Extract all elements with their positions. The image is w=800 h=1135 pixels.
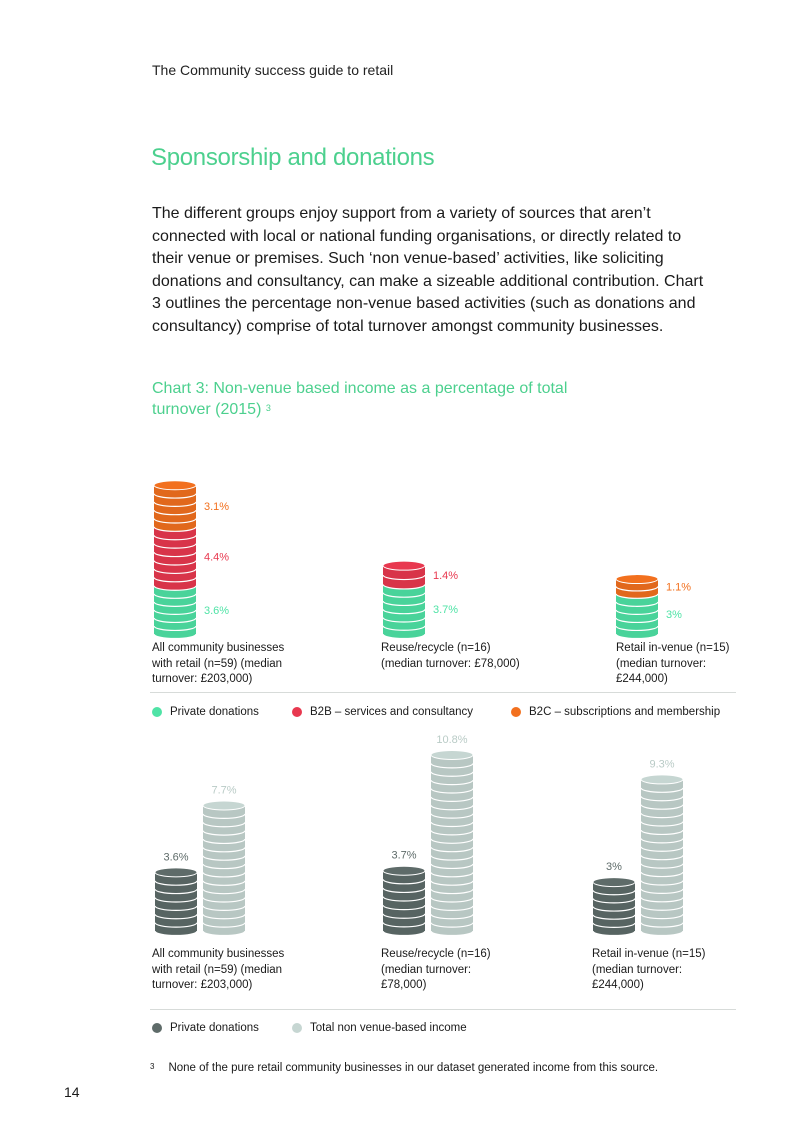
chart2-group-label-1: Reuse/recycle (n=16) (median turnover: £… — [381, 948, 491, 991]
chart2-bar-2-series-1 — [640, 774, 684, 937]
chart2-legend-private: Private donations — [152, 1022, 259, 1034]
chart1-bar-1-series-0 — [382, 584, 426, 640]
chart1-legend-b2b: B2B – services and consultancy — [292, 706, 473, 718]
chart2-bar-0-series-0 — [154, 867, 198, 937]
chart2-bar-1-series-1 — [430, 749, 474, 937]
chart1-legend: Private donations B2B – services and con… — [0, 704, 800, 720]
chart-title: Chart 3: Non-venue based income as a per… — [152, 378, 622, 420]
footnote-mark: 3 — [150, 1062, 155, 1071]
chart1-bar-2-series-0 — [615, 593, 659, 640]
chart1-value-label-0-2: 3.1% — [204, 501, 229, 513]
chart2-plot: 3.6% 7.7% 3.7% 10.8% 3% 9.3% — [154, 734, 684, 937]
chart1-bar-2-series-2 — [615, 574, 659, 599]
chart2-group-label-0: All community businesses with retail (n=… — [152, 948, 285, 991]
chart1-value-label-1-0: 3.7% — [433, 604, 458, 616]
legend-dot-private — [152, 707, 162, 717]
chart1-value-label-1-1: 1.4% — [433, 570, 458, 582]
chart1-bar-0-series-1 — [153, 526, 197, 591]
section-title: Sponsorship and donations — [151, 144, 435, 171]
intro-paragraph: The different groups enjoy support from … — [152, 205, 704, 335]
chart1-plot: 3.6% 4.4% 3.1% 3.7% 1.4% 3% 1.1% — [153, 480, 691, 640]
footnote: 3 None of the pure retail community busin… — [150, 1062, 658, 1074]
chart1-value-label-2-0: 3% — [666, 609, 682, 621]
chart2-bar-2-series-0 — [592, 877, 636, 937]
chart1-bar-0-series-0 — [153, 585, 197, 640]
chart2-value-label-1-0: 3.7% — [391, 850, 416, 862]
chart2-value-label-2-1: 9.3% — [649, 758, 674, 770]
chart1-bar-0-series-2 — [153, 480, 197, 532]
chart1-legend-b2c: B2C – subscriptions and membership — [511, 706, 720, 718]
chart1-legend-private: Private donations — [152, 706, 259, 718]
legend-dot-b2c — [511, 707, 521, 717]
chart2-divider — [150, 1009, 736, 1010]
chart2-bar-1-series-0 — [382, 865, 426, 937]
chart2-value-label-2-0: 3% — [606, 861, 622, 873]
chart1-value-label-2-2: 1.1% — [666, 581, 691, 593]
chart2-group-label-2: Retail in-venue (n=15) (median turnover:… — [592, 948, 706, 991]
footnote-text: None of the pure retail community busine… — [168, 1062, 659, 1074]
chart2-value-label-0-0: 3.6% — [163, 851, 188, 863]
chart1-divider — [150, 692, 736, 693]
chart2-bar-0-series-1 — [202, 800, 246, 937]
legend-dot-total — [292, 1023, 302, 1033]
chart2-legend-total: Total non venue-based income — [292, 1022, 467, 1034]
legend-dot-b2b — [292, 707, 302, 717]
chart2-legend: Private donations Total non venue-based … — [0, 1020, 800, 1036]
chart2-value-label-1-1: 10.8% — [436, 734, 467, 746]
chart1-value-label-0-0: 3.6% — [204, 605, 229, 617]
running-head: The Community success guide to retail — [152, 62, 394, 78]
legend-dot-private-dark — [152, 1023, 162, 1033]
chart1-value-label-0-1: 4.4% — [204, 551, 229, 563]
chart-title-text: Chart 3: Non-venue based income as a per… — [152, 380, 568, 418]
page-number: 14 — [64, 1084, 80, 1100]
chart1-group-label-2: Retail in-venue (n=15) (median turnover:… — [616, 642, 730, 685]
chart2-value-label-0-1: 7.7% — [211, 784, 236, 796]
chart1-group-label-0: All community businesses with retail (n=… — [152, 642, 285, 685]
chart1-group-label-1: Reuse/recycle (n=16) (median turnover: £… — [381, 642, 520, 670]
chart1-bar-1-series-1 — [382, 560, 426, 590]
chart-title-footnote-ref: 3 — [265, 403, 271, 413]
